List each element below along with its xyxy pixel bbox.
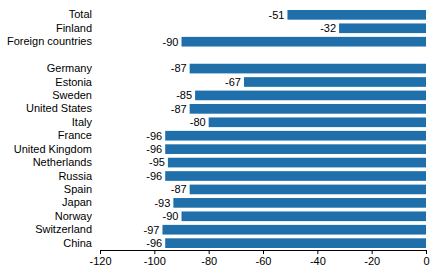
data-label: -96	[146, 130, 162, 142]
category-label: Germany	[47, 62, 93, 74]
data-label: -87	[171, 103, 187, 115]
value-tick: -40	[310, 250, 326, 267]
category-tick: Norway	[55, 210, 100, 222]
bar	[168, 158, 426, 168]
bar	[165, 131, 426, 141]
bar	[244, 77, 426, 87]
bar	[173, 198, 426, 208]
category-tick: Total	[69, 8, 100, 20]
value-tick: -120	[89, 250, 111, 267]
category-label: France	[58, 129, 92, 141]
category-label: United States	[26, 102, 93, 114]
category-tick: Italy	[72, 116, 100, 128]
axis-line	[101, 251, 427, 255]
tick-label: -20	[364, 255, 380, 267]
data-label: -97	[144, 224, 160, 236]
category-label: Japan	[62, 196, 92, 208]
category-tick: France	[58, 129, 100, 141]
bar	[190, 185, 426, 195]
category-label: Total	[69, 8, 92, 20]
bars	[162, 10, 426, 248]
value-tick: 0	[423, 250, 429, 267]
value-axis: -120 -100 -80 -60 -40 -20 0	[89, 250, 429, 267]
bar	[287, 10, 426, 20]
value-tick: -100	[144, 250, 166, 267]
category-label: United Kingdom	[14, 143, 92, 155]
data-label: -85	[176, 89, 192, 101]
bar	[339, 23, 426, 33]
category-tick: Russia	[58, 170, 100, 182]
bar	[190, 104, 426, 114]
bar	[190, 64, 426, 74]
category-tick: Finland	[56, 22, 100, 34]
tick-mark	[263, 250, 264, 254]
category-tick: United Kingdom	[14, 143, 100, 155]
category-tick: Spain	[64, 183, 100, 195]
category-tick: China	[63, 237, 100, 249]
bar	[182, 211, 427, 221]
category-tick: Netherlands	[33, 156, 100, 168]
data-label: -87	[171, 183, 187, 195]
category-label: Finland	[56, 22, 92, 34]
category-tick: United States	[26, 102, 100, 114]
data-label: -51	[269, 9, 285, 21]
category-tick: Japan	[62, 196, 100, 208]
plot: -51-32-90-87-67-85-87-80-96-96-95-96-87-…	[7, 8, 430, 266]
category-label: Sweden	[52, 89, 92, 101]
category-label: Italy	[72, 116, 93, 128]
data-label: -96	[146, 143, 162, 155]
tick-mark	[154, 250, 155, 254]
data-label: -67	[225, 76, 241, 88]
value-tick: -20	[364, 250, 380, 267]
bar	[165, 144, 426, 154]
tick-mark	[209, 250, 210, 254]
category-label: Estonia	[55, 76, 93, 88]
data-label: -95	[149, 156, 165, 168]
category-tick: Estonia	[55, 76, 100, 88]
chart: -51-32-90-87-67-85-87-80-96-96-95-96-87-…	[0, 0, 442, 272]
value-tick: -60	[256, 250, 272, 267]
data-label: -93	[154, 197, 170, 209]
bar	[209, 117, 426, 127]
category-label: Switzerland	[35, 223, 92, 235]
tick-label: -120	[89, 255, 111, 267]
bar	[165, 238, 426, 248]
tick-mark	[100, 250, 101, 254]
tick-mark	[426, 250, 427, 254]
category-tick: Sweden	[52, 89, 100, 101]
data-label: -87	[171, 62, 187, 74]
category-label: China	[63, 237, 93, 249]
category-axis: Total FinlandForeign countries Germany Esto…	[7, 8, 100, 248]
tick-label: -80	[201, 255, 217, 267]
category-label: Netherlands	[33, 156, 93, 168]
data-label: -96	[146, 170, 162, 182]
tick-label: -40	[310, 255, 326, 267]
data-label: -90	[163, 36, 179, 48]
tick-label: -100	[144, 255, 166, 267]
category-label: Russia	[58, 170, 93, 182]
bar	[182, 37, 427, 47]
category-label: Spain	[64, 183, 92, 195]
data-label: -96	[146, 237, 162, 249]
bar	[162, 225, 426, 235]
data-label: -80	[190, 116, 206, 128]
value-tick: -80	[201, 250, 217, 267]
data-label: -32	[320, 22, 336, 34]
category-tick: Germany	[47, 62, 100, 74]
category-tick: Foreign countries	[7, 35, 100, 47]
tick-mark	[372, 250, 373, 254]
bars-inner	[162, 10, 426, 248]
category-label: Foreign countries	[7, 35, 92, 47]
category-label: Norway	[55, 210, 93, 222]
tick-label: -60	[256, 255, 272, 267]
category-tick: Switzerland	[35, 223, 100, 235]
tick-label: 0	[423, 255, 429, 267]
bar	[165, 171, 426, 181]
bar	[195, 91, 426, 101]
tick-mark	[317, 250, 318, 254]
data-label: -90	[163, 210, 179, 222]
